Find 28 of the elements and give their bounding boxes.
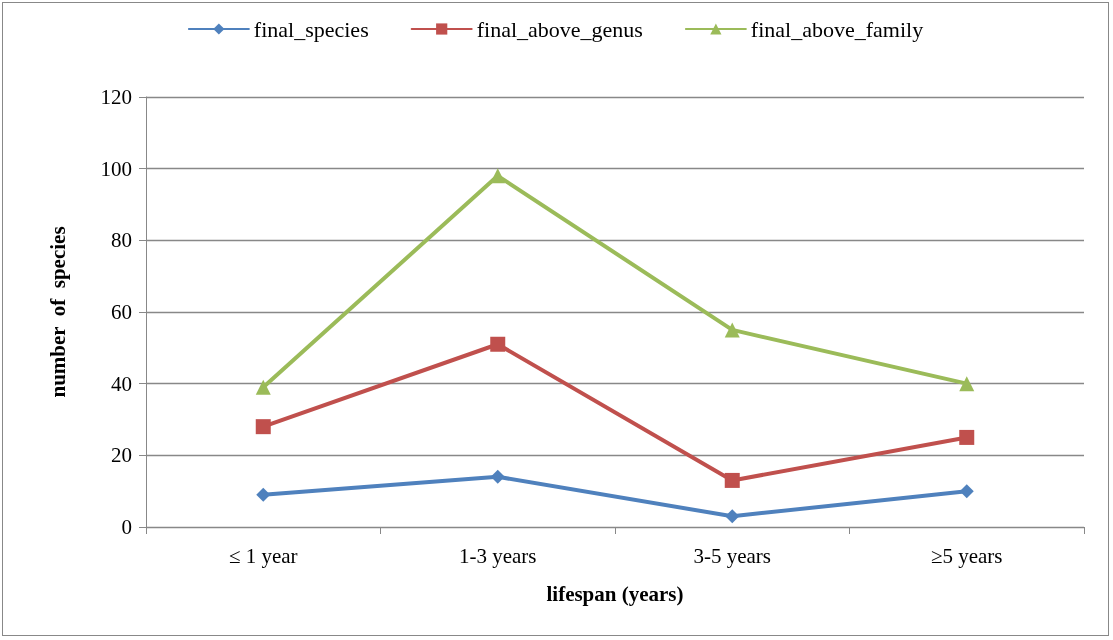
point	[724, 322, 740, 338]
legend-label: final_above_genus	[476, 16, 643, 42]
legend-label: final_species	[253, 16, 369, 42]
point	[959, 376, 975, 392]
point	[724, 472, 740, 488]
y-tick-label: 20	[111, 443, 132, 468]
x-axis-title: lifespan (years)	[546, 581, 684, 606]
x-tick-label: ≥5 years	[930, 543, 1003, 568]
y-tick-label: 40	[111, 371, 132, 396]
point	[490, 168, 506, 184]
point	[959, 484, 974, 499]
legend-label: final_above_family	[750, 16, 924, 42]
y-tick-label: 60	[111, 300, 132, 324]
y-tick-label: 0	[121, 515, 132, 539]
point	[725, 509, 740, 524]
x-tick-label: ≤ 1 year	[228, 543, 298, 568]
point	[255, 379, 271, 395]
point	[959, 429, 975, 445]
x-tick-label: 1-3 years	[458, 543, 537, 568]
point	[490, 469, 505, 484]
y-axis-title: number of species	[45, 226, 70, 398]
y-tick-label: 80	[111, 228, 132, 253]
point	[256, 487, 271, 502]
y-tick-label: 100	[100, 156, 132, 181]
y-tick-label: 120	[100, 85, 132, 109]
point	[490, 336, 506, 352]
point	[255, 419, 271, 435]
x-tick-label: 3-5 years	[693, 543, 772, 568]
